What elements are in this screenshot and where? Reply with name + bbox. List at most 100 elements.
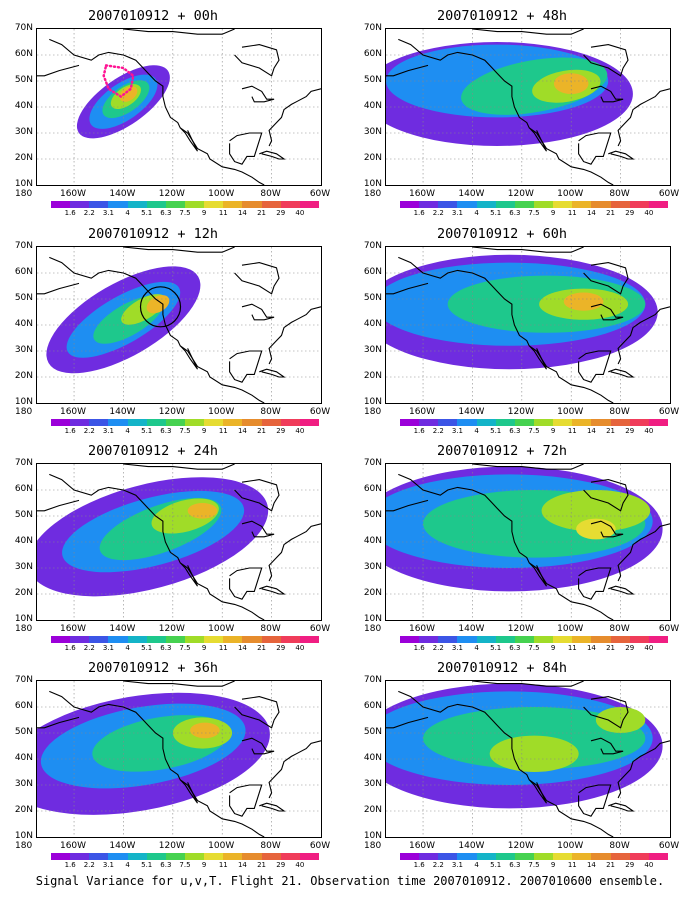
target-circle [139, 286, 182, 328]
colorbar-label: 1.6 [413, 209, 425, 217]
coastline [179, 779, 198, 804]
colorbar-label: 21 [606, 861, 616, 869]
colorbar-label: 9 [550, 427, 556, 435]
colorbar-swatch [89, 419, 109, 426]
colorbar-swatch [261, 201, 281, 208]
panel-title: 2007010912 + 60h [436, 226, 568, 242]
colorbar-swatch [70, 419, 90, 426]
colorbar-label: 11 [567, 644, 577, 652]
colorbar-swatch [280, 853, 300, 860]
colorbar-label: 6.3 [160, 861, 172, 869]
variance-map [37, 29, 321, 185]
coastline [241, 520, 275, 538]
colorbar [400, 636, 668, 643]
colorbar-swatch [400, 419, 420, 426]
coastline [528, 779, 547, 804]
lon-tick-label: 140W [458, 624, 485, 634]
lon-tick-label: 60W [658, 407, 680, 417]
coastline [398, 690, 614, 837]
contour-region [190, 722, 220, 739]
colorbar-swatch [553, 636, 573, 643]
colorbar-label: 21 [257, 209, 267, 217]
coastline [528, 345, 547, 370]
coastline [259, 368, 286, 378]
colorbar-swatch [438, 636, 458, 643]
colorbar-swatch [400, 201, 420, 208]
coastline [608, 368, 635, 378]
colorbar-swatch [476, 201, 496, 208]
colorbar-swatch [280, 419, 300, 426]
colorbar-label: 6.3 [509, 644, 521, 652]
colorbar-swatch [242, 853, 262, 860]
colorbar-swatch [495, 636, 515, 643]
colorbar-label: 14 [237, 861, 247, 869]
lat-tick-label: 10N [363, 831, 382, 841]
lon-tick-label: 120W [158, 407, 185, 417]
coastline [268, 306, 321, 365]
colorbar-swatch [299, 201, 319, 208]
colorbar-swatch [553, 419, 573, 426]
colorbar-label: 21 [606, 427, 616, 435]
lat-tick-label: 40N [363, 101, 382, 111]
colorbar-swatch [184, 853, 205, 860]
lon-tick-label: 180 [364, 407, 382, 417]
colorbar-swatch [127, 636, 147, 643]
colorbar-label: 5.1 [490, 427, 502, 435]
colorbar-label: 11 [218, 644, 228, 652]
colorbar-swatch [51, 419, 71, 426]
colorbar-swatch [127, 419, 147, 426]
coastline [472, 29, 584, 35]
variance-map [37, 247, 321, 403]
coastline [386, 282, 429, 295]
lon-tick-label: 180 [15, 841, 33, 851]
colorbar-label: 1.6 [64, 209, 76, 217]
lat-tick-label: 70N [363, 241, 382, 251]
colorbar-swatch [533, 201, 554, 208]
coastline [259, 150, 286, 160]
coastline [241, 303, 275, 321]
colorbar-label: 14 [586, 644, 596, 652]
coastline [241, 737, 275, 755]
colorbar-swatch [127, 853, 147, 860]
colorbar-swatch [457, 419, 477, 426]
coastline [49, 38, 265, 185]
lat-tick-label: 30N [14, 127, 33, 137]
colorbar-swatch [400, 853, 420, 860]
colorbar-swatch [299, 853, 319, 860]
lat-tick-label: 10N [363, 614, 382, 624]
colorbar-label: 9 [201, 427, 207, 435]
lon-tick-label: 120W [507, 189, 534, 199]
lat-tick-label: 70N [363, 458, 382, 468]
lat-tick-label: 60N [363, 267, 382, 277]
lat-tick-label: 20N [363, 153, 382, 163]
colorbar-label: 14 [586, 209, 596, 217]
variance-map [386, 464, 670, 620]
lon-tick-label: 160W [408, 189, 436, 199]
colorbar-label: 5.1 [141, 427, 153, 435]
panel-title: 2007010912 + 48h [436, 8, 568, 24]
coastline [386, 499, 429, 512]
colorbar-label: 11 [567, 861, 577, 869]
colorbar-label: 7.5 [179, 861, 191, 869]
colorbar-swatch [514, 853, 534, 860]
colorbar-label: 40 [644, 644, 654, 652]
colorbar-label: 9 [201, 861, 207, 869]
colorbar-swatch [419, 853, 439, 860]
colorbar-label: 14 [586, 427, 596, 435]
colorbar-label: 40 [295, 861, 305, 869]
map-area [36, 246, 322, 404]
lat-tick-label: 20N [363, 588, 382, 598]
colorbar-swatch [533, 419, 554, 426]
colorbar-label: 40 [644, 209, 654, 217]
lon-tick-label: 180 [364, 624, 382, 634]
coastline [578, 784, 612, 817]
lat-tick-label: 50N [14, 75, 33, 85]
colorbar-swatch [438, 419, 458, 426]
colorbar-swatch [165, 636, 185, 643]
colorbar-swatch [629, 853, 649, 860]
lat-tick-label: 30N [363, 779, 382, 789]
coastline [179, 127, 198, 152]
coastline [617, 740, 670, 799]
colorbar-swatch [89, 636, 109, 643]
lat-tick-label: 50N [363, 293, 382, 303]
